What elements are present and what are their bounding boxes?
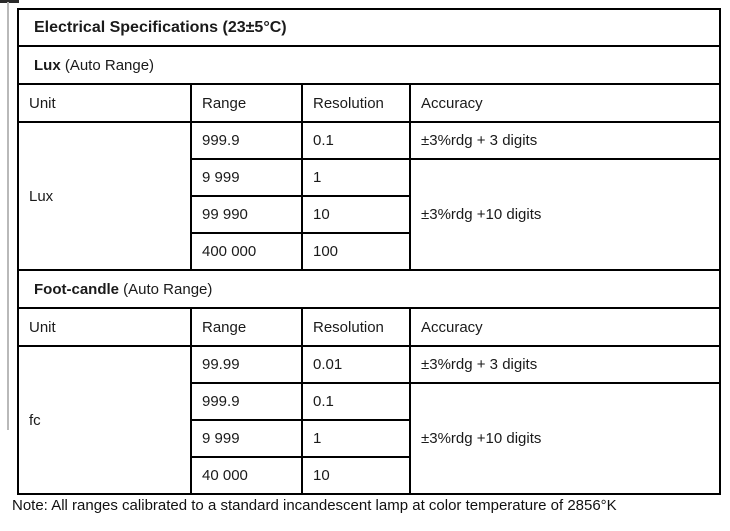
electrical-specifications-table: Electrical Specifications (23±5°C) Lux (… bbox=[16, 8, 722, 495]
resolution-cell: 10 bbox=[301, 195, 411, 234]
section-suffix-foot-candle: (Auto Range) bbox=[119, 280, 213, 298]
range-cell: 400 000 bbox=[190, 232, 303, 271]
header-resolution: Resolution bbox=[301, 307, 411, 347]
header-row-foot-candle: Unit Range Resolution Accuracy bbox=[17, 307, 722, 347]
header-unit: Unit bbox=[17, 307, 192, 347]
table-row: 40 000 10 bbox=[18, 456, 720, 495]
resolution-cell: 10 bbox=[301, 456, 411, 495]
resolution-cell: 0.01 bbox=[301, 345, 411, 384]
section-name-foot-candle: Foot-candle bbox=[34, 280, 119, 298]
table-row: Lux 999.9 0.1 ±3%rdg + 3 digits bbox=[17, 121, 722, 271]
section-suffix-lux: (Auto Range) bbox=[60, 56, 155, 74]
range-cell: 9 999 bbox=[190, 419, 303, 458]
range-cell: 9 999 bbox=[190, 158, 303, 197]
section-row-foot-candle: Foot-candle (Auto Range) bbox=[16, 269, 722, 309]
header-accuracy: Accuracy bbox=[408, 83, 722, 123]
section-label-lux: Lux (Auto Range) bbox=[16, 45, 722, 85]
accuracy-cell: ±3%rdg + 3 digits bbox=[408, 121, 722, 160]
range-cell: 999.9 bbox=[190, 121, 303, 160]
header-range: Range bbox=[190, 83, 303, 123]
range-cell: 40 000 bbox=[190, 456, 303, 495]
section-name-lux: Lux bbox=[34, 56, 61, 74]
table-row: 999.9 0.1 ±3%rdg +10 digits bbox=[18, 382, 722, 495]
unit-cell-lux: Lux bbox=[17, 121, 192, 271]
accuracy-cell-merged: ±3%rdg +10 digits bbox=[408, 382, 722, 495]
resolution-cell: 1 bbox=[301, 158, 411, 197]
section-label-foot-candle: Foot-candle (Auto Range) bbox=[16, 269, 722, 309]
header-resolution: Resolution bbox=[301, 83, 411, 123]
table-title-row: Electrical Specifications (23±5°C) bbox=[16, 8, 722, 47]
table-row: 9 999 1 ±3%rdg +10 digits bbox=[18, 158, 722, 271]
resolution-cell: 100 bbox=[301, 232, 411, 271]
header-unit: Unit bbox=[17, 83, 192, 123]
header-range: Range bbox=[190, 307, 303, 347]
crop-artifact-left-line bbox=[7, 2, 9, 430]
header-accuracy: Accuracy bbox=[408, 307, 722, 347]
section-row-lux: Lux (Auto Range) bbox=[16, 45, 722, 85]
resolution-cell: 1 bbox=[301, 419, 411, 458]
range-cell: 999.9 bbox=[190, 382, 303, 421]
table-title: Electrical Specifications (23±5°C) bbox=[16, 8, 722, 47]
table-row: fc 99.99 0.01 ±3%rdg + 3 digits bbox=[17, 345, 722, 495]
note-text: Note: All ranges calibrated to a standar… bbox=[12, 497, 617, 514]
table-row: 99 990 10 bbox=[18, 195, 720, 234]
crop-artifact-top-bar bbox=[0, 0, 19, 3]
resolution-cell: 0.1 bbox=[301, 121, 411, 160]
table-row: 400 000 100 bbox=[18, 232, 720, 271]
header-row-lux: Unit Range Resolution Accuracy bbox=[17, 83, 722, 123]
accuracy-cell: ±3%rdg + 3 digits bbox=[408, 345, 722, 384]
table-row: 9 999 1 bbox=[18, 419, 720, 458]
range-cell: 99.99 bbox=[190, 345, 303, 384]
unit-cell-fc: fc bbox=[17, 345, 192, 495]
resolution-cell: 0.1 bbox=[301, 382, 411, 421]
accuracy-cell-merged: ±3%rdg +10 digits bbox=[408, 158, 722, 271]
range-cell: 99 990 bbox=[190, 195, 303, 234]
